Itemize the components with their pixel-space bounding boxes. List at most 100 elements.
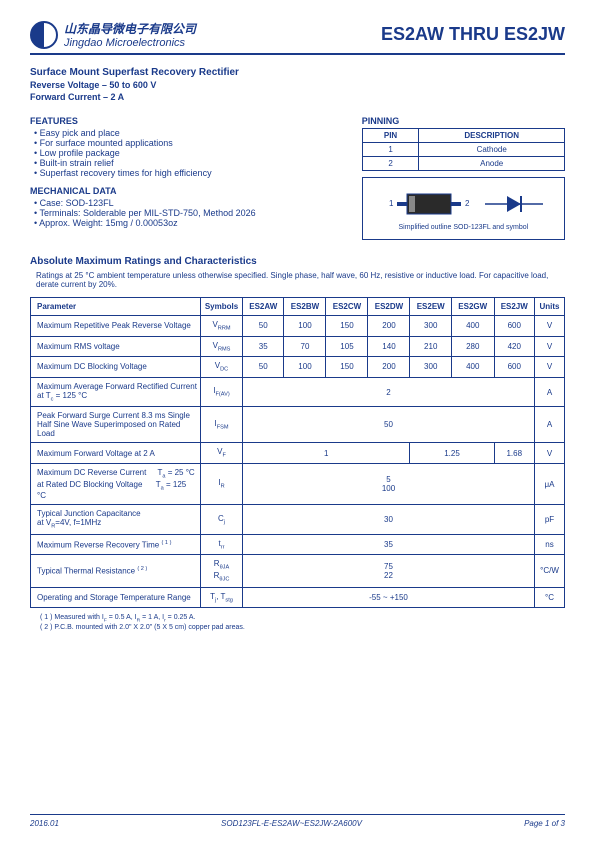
val-cell: 70 [284, 336, 326, 357]
logo-block: 山东晶导微电子有限公司 Jingdao Microelectronics [30, 20, 196, 49]
val-cell: 600 [494, 316, 534, 337]
val-cell: 7522 [243, 555, 535, 587]
mechanical-item: Approx. Weight: 15mg / 0.00053oz [34, 218, 340, 228]
param-cell: Typical Thermal Resistance ( 2 ) [31, 555, 201, 587]
unit-cell: V [535, 443, 565, 464]
svg-text:2: 2 [465, 199, 470, 208]
val-cell: 2 [243, 377, 535, 407]
col-parameter: Parameter [31, 298, 201, 316]
col-part: ES2JW [494, 298, 534, 316]
val-cell: 150 [326, 316, 368, 337]
param-cell: Maximum DC Blocking Voltage [31, 357, 201, 378]
feature-item: Built-in strain relief [34, 158, 340, 168]
mechanical-heading: MECHANICAL DATA [30, 186, 340, 196]
col-part: ES2AW [243, 298, 284, 316]
col-part: ES2CW [326, 298, 368, 316]
val-cell: 35 [243, 534, 535, 555]
unit-cell: μA [535, 463, 565, 504]
val-cell: 300 [410, 316, 451, 337]
sym-cell: trr [201, 534, 243, 555]
unit-cell: V [535, 336, 565, 357]
val-cell: 280 [451, 336, 494, 357]
unit-cell: pF [535, 505, 565, 535]
footnotes: ( 1 ) Measured with IF = 0.5 A, IR = 1 A… [30, 614, 565, 630]
company-name-cn: 山东晶导微电子有限公司 [64, 20, 196, 37]
table-row: Operating and Storage Temperature Range … [31, 587, 565, 608]
table-row: 2 Anode [362, 157, 564, 171]
val-cell: 140 [368, 336, 410, 357]
table-row: Peak Forward Surge Current 8.3 ms Single… [31, 407, 565, 443]
mechanical-item: Case: SOD-123FL [34, 198, 340, 208]
sym-cell: RθJARθJC [201, 555, 243, 587]
feature-item: Easy pick and place [34, 128, 340, 138]
outline-caption: Simplified outline SOD-123FL and symbol [369, 224, 558, 231]
table-row: Maximum Average Forward Rectified Curren… [31, 377, 565, 407]
abs-ratings-desc: Ratings at 25 °C ambient temperature unl… [36, 271, 565, 289]
mechanical-list: Case: SOD-123FL Terminals: Solderable pe… [30, 198, 340, 228]
col-symbols: Symbols [201, 298, 243, 316]
param-cell: Peak Forward Surge Current 8.3 ms Single… [31, 407, 201, 443]
product-range-title: ES2AW THRU ES2JW [381, 24, 565, 45]
footer-page: Page 1 of 3 [524, 819, 565, 828]
sym-cell: IF(AV) [201, 377, 243, 407]
val-cell: 35 [243, 336, 284, 357]
pin-number: 1 [362, 143, 419, 157]
logo-icon [30, 21, 58, 49]
val-cell: 150 [326, 357, 368, 378]
svg-text:1: 1 [389, 199, 394, 208]
footnote-1: ( 1 ) Measured with IF = 0.5 A, IR = 1 A… [40, 614, 565, 623]
param-cell: Maximum Average Forward Rectified Curren… [31, 377, 201, 407]
package-outline-box: 1 2 Simplified outline SOD-123FL and sym… [362, 177, 565, 240]
table-row: Maximum Reverse Recovery Time ( 1 ) trr … [31, 534, 565, 555]
val-cell: 200 [368, 316, 410, 337]
param-cell: Maximum DC Reverse Current Ta = 25 °Cat … [31, 463, 201, 504]
sym-cell: VRMS [201, 336, 243, 357]
table-row: Maximum DC Blocking Voltage VDC 50 100 1… [31, 357, 565, 378]
pinning-col-pin: PIN [362, 129, 419, 143]
unit-cell: °C [535, 587, 565, 608]
param-cell: Operating and Storage Temperature Range [31, 587, 201, 608]
val-cell: 210 [410, 336, 451, 357]
unit-cell: ns [535, 534, 565, 555]
page-footer: 2016.01 SOD123FL-E-ES2AW~ES2JW-2A600V Pa… [30, 814, 565, 828]
footnote-2: ( 2 ) P.C.B. mounted with 2.0" X 2.0" (5… [40, 624, 565, 631]
sym-cell: VRRM [201, 316, 243, 337]
table-row: Maximum DC Reverse Current Ta = 25 °Cat … [31, 463, 565, 504]
feature-item: Low profile package [34, 148, 340, 158]
val-cell: 5100 [243, 463, 535, 504]
val-cell: 1 [243, 443, 410, 464]
val-cell: 1.25 [410, 443, 494, 464]
unit-cell: A [535, 407, 565, 443]
col-part: ES2GW [451, 298, 494, 316]
feature-item: Superfast recovery times for high effici… [34, 168, 340, 178]
specifications-table: Parameter Symbols ES2AW ES2BW ES2CW ES2D… [30, 297, 565, 608]
pinning-table: PIN DESCRIPTION 1 Cathode 2 Anode [362, 128, 565, 171]
val-cell: 200 [368, 357, 410, 378]
val-cell: 300 [410, 357, 451, 378]
param-cell: Maximum Reverse Recovery Time ( 1 ) [31, 534, 201, 555]
val-cell: 50 [243, 407, 535, 443]
table-row: 1 Cathode [362, 143, 564, 157]
pin-desc: Anode [419, 157, 565, 171]
val-cell: 400 [451, 357, 494, 378]
table-row: Typical Junction Capacitanceat VR=4V, f=… [31, 505, 565, 535]
unit-cell: A [535, 377, 565, 407]
sym-cell: VF [201, 443, 243, 464]
forward-current-spec: Forward Current – 2 A [30, 92, 565, 102]
abs-ratings-heading: Absolute Maximum Ratings and Characteris… [30, 256, 565, 267]
unit-cell: V [535, 357, 565, 378]
page-header: 山东晶导微电子有限公司 Jingdao Microelectronics ES2… [30, 20, 565, 55]
val-cell: 400 [451, 316, 494, 337]
footer-date: 2016.01 [30, 819, 59, 828]
sym-cell: IR [201, 463, 243, 504]
reverse-voltage-spec: Reverse Voltage – 50 to 600 V [30, 80, 565, 90]
features-heading: FEATURES [30, 116, 340, 126]
table-row: Maximum Forward Voltage at 2 A VF 1 1.25… [31, 443, 565, 464]
val-cell: 30 [243, 505, 535, 535]
table-header-row: Parameter Symbols ES2AW ES2BW ES2CW ES2D… [31, 298, 565, 316]
param-cell: Maximum RMS voltage [31, 336, 201, 357]
val-cell: -55 ~ +150 [243, 587, 535, 608]
table-row: Maximum RMS voltage VRMS 35 70 105 140 2… [31, 336, 565, 357]
val-cell: 50 [243, 316, 284, 337]
pin-desc: Cathode [419, 143, 565, 157]
